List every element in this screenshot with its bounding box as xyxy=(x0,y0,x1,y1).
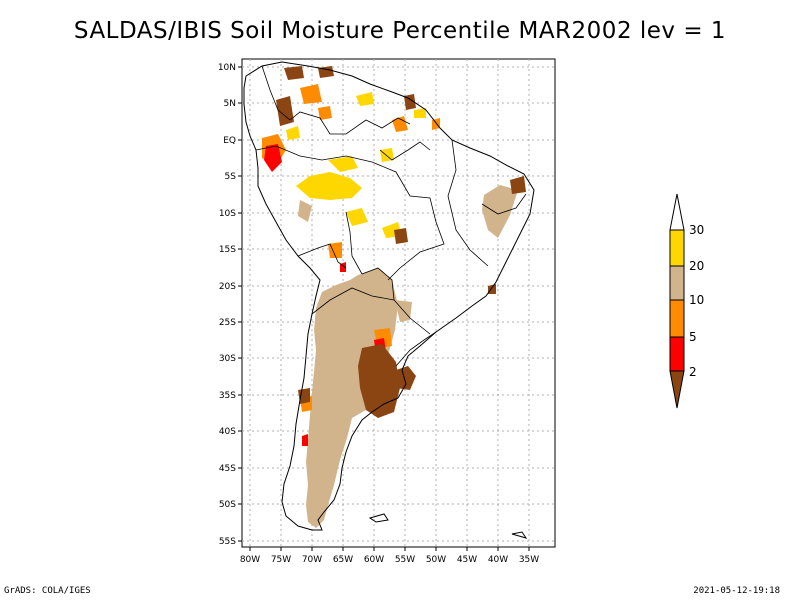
lat-label-45s: 45S xyxy=(219,464,236,474)
colorbar-label-2: 2 xyxy=(689,365,697,379)
map-frame xyxy=(241,58,556,548)
lon-label-35w: 35W xyxy=(519,555,539,565)
lat-label-eq: EQ xyxy=(223,136,236,146)
lat-label-10s: 10S xyxy=(219,209,236,219)
colorbar xyxy=(669,193,685,409)
lon-label-45w: 45W xyxy=(457,555,477,565)
colorbar-top-triangle xyxy=(669,193,685,231)
country-borders xyxy=(255,65,527,367)
lon-label-75w: 75W xyxy=(271,555,291,565)
colorbar-swatch-yellow xyxy=(669,229,685,267)
lat-label-5n: 5N xyxy=(224,99,236,109)
longitude-labels: 80W 75W 70W 65W 60W 55W 50W 45W 40W 35W xyxy=(240,555,539,565)
lat-label-30s: 30S xyxy=(219,354,236,364)
lon-label-80w: 80W xyxy=(240,555,260,565)
lon-label-70w: 70W xyxy=(302,555,322,565)
colorbar-bottom-triangle xyxy=(669,370,685,409)
lat-label-50s: 50S xyxy=(219,500,236,510)
colorbar-swatch-orange xyxy=(669,299,685,338)
footer-credit: GrADS: COLA/IGES xyxy=(4,586,91,596)
lat-label-20s: 20S xyxy=(219,282,236,292)
yellow-areas xyxy=(286,92,426,238)
lat-label-40s: 40S xyxy=(219,427,236,437)
colorbar-label-10: 10 xyxy=(689,293,704,307)
coastlines xyxy=(243,61,535,539)
lon-label-65w: 65W xyxy=(333,555,353,565)
lon-label-60w: 60W xyxy=(364,555,384,565)
lat-label-55s: 55S xyxy=(219,537,236,547)
lat-label-5s: 5S xyxy=(225,172,237,182)
brown-areas xyxy=(276,66,526,418)
lat-label-15s: 15S xyxy=(219,245,236,255)
latitude-labels: 10N 5N EQ 5S 10S 15S 20S 25S 30S 35S 40S… xyxy=(218,63,236,547)
footer-timestamp: 2021-05-12-19:18 xyxy=(693,586,780,596)
axis-ticks xyxy=(238,66,530,551)
colorbar-labels: 2 5 10 20 30 xyxy=(689,223,704,379)
colorbar-label-20: 20 xyxy=(689,259,704,273)
colorbar-label-5: 5 xyxy=(689,330,697,344)
colorbar-swatch-tan xyxy=(669,265,685,301)
lat-label-10n: 10N xyxy=(218,63,236,73)
lon-label-40w: 40W xyxy=(488,555,508,565)
colorbar-swatch-red xyxy=(669,336,685,372)
map-title: SALDAS/IBIS Soil Moisture Percentile MAR… xyxy=(73,18,727,44)
lat-label-25s: 25S xyxy=(219,318,236,328)
lon-label-55w: 55W xyxy=(395,555,415,565)
lat-label-35s: 35S xyxy=(219,391,236,401)
lon-label-50w: 50W xyxy=(426,555,446,565)
colorbar-label-30: 30 xyxy=(689,223,704,237)
